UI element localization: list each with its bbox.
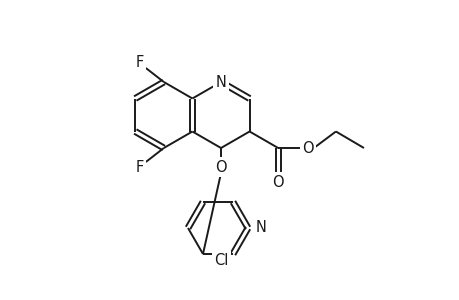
Text: N: N: [215, 75, 226, 90]
Text: Cl: Cl: [214, 254, 229, 268]
Text: F: F: [135, 55, 144, 70]
Text: O: O: [302, 140, 313, 155]
Text: F: F: [135, 160, 144, 175]
Text: O: O: [272, 175, 283, 190]
Text: N: N: [256, 220, 266, 236]
Text: O: O: [215, 160, 226, 175]
